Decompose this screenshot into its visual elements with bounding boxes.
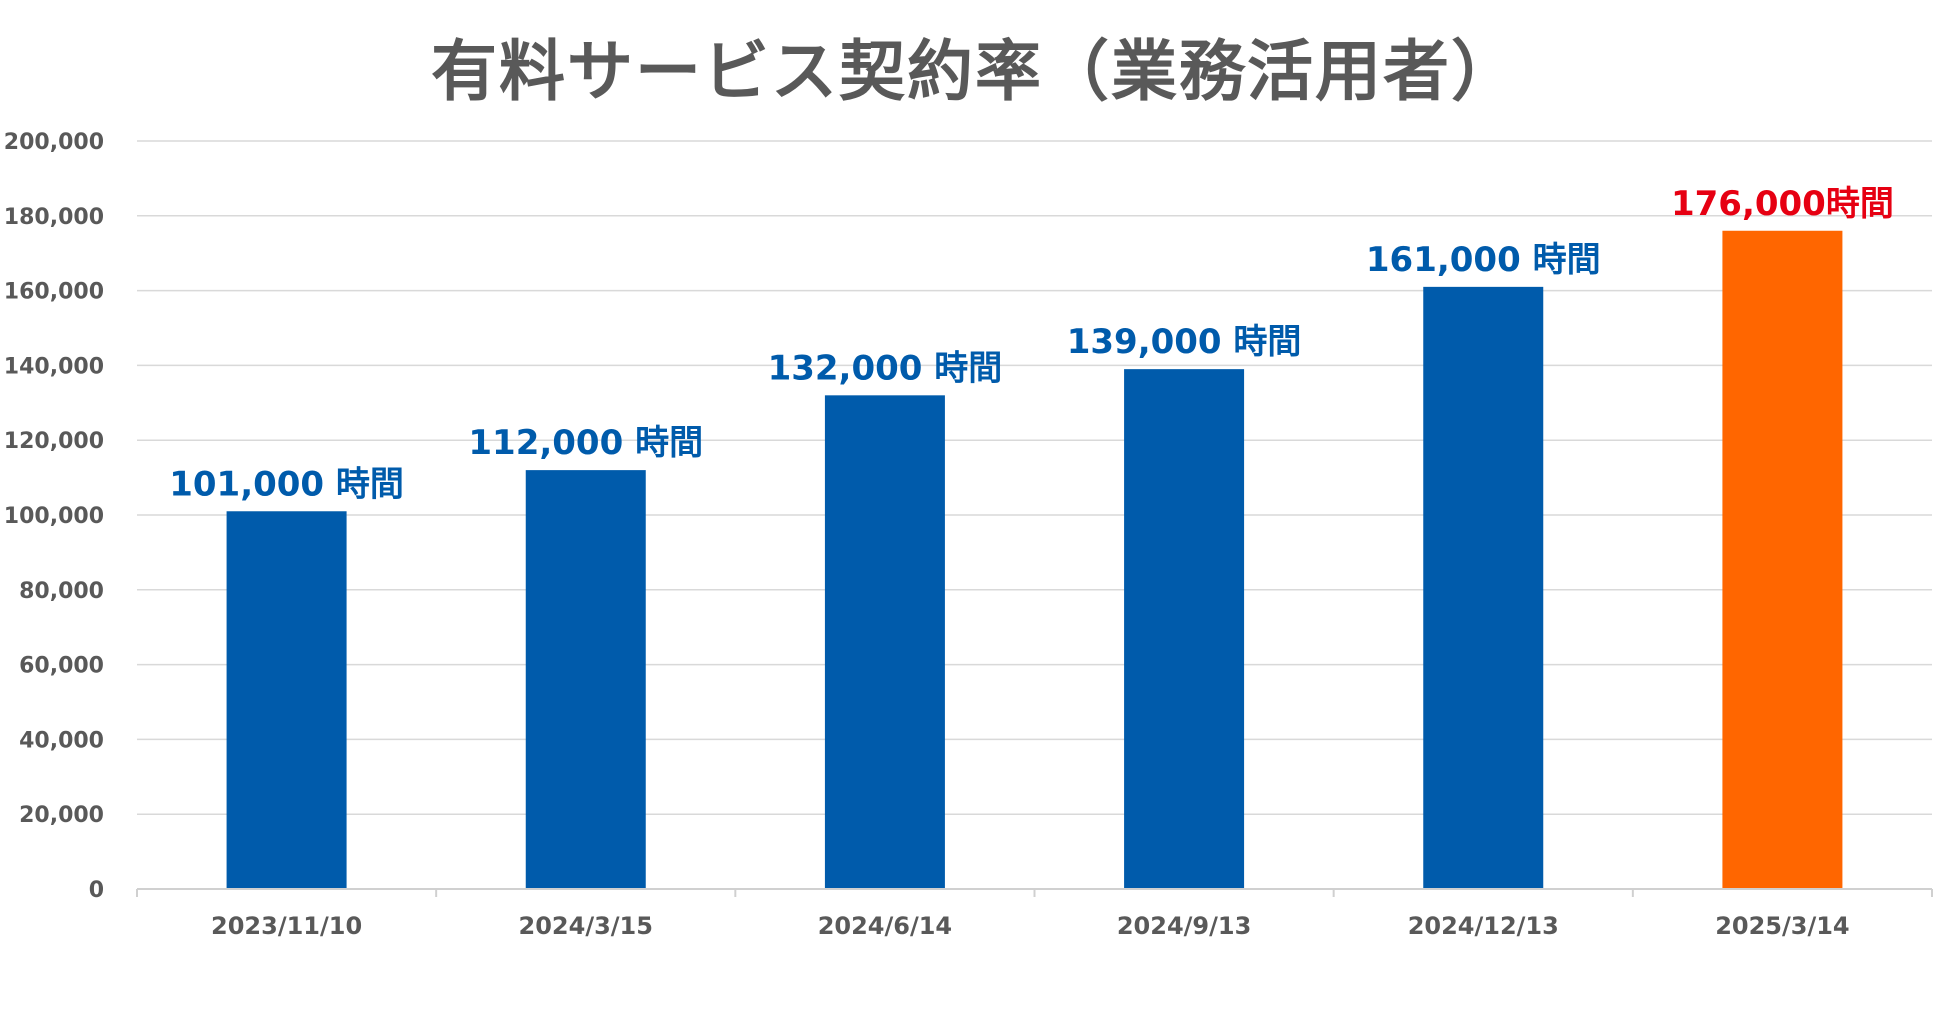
data-label: 161,000 時間: [1366, 240, 1601, 280]
data-label: 132,000 時間: [768, 348, 1003, 388]
y-axis-ticks: 0 20,000 40,000 60,000 80,000 100,000 120,000 1…: [4, 130, 104, 903]
y-tick-label: 40,000: [19, 728, 104, 753]
chart-title: 有料サービス契約率（業務活用者）: [431, 33, 1519, 110]
y-tick-label: 20,000: [19, 803, 104, 828]
data-label: 176,000時間: [1671, 184, 1894, 224]
y-tick-label: 100,000: [4, 504, 104, 529]
y-tick-label: 0: [89, 878, 104, 903]
data-label: 139,000 時間: [1067, 322, 1302, 362]
y-tick-label: 160,000: [4, 280, 104, 305]
x-tick-label: 2024/3/15: [519, 912, 653, 940]
bar: [1722, 230, 1843, 889]
x-axis-category-labels: 2023/11/10 2024/3/15 2024/6/14 2024/9/13 202…: [211, 912, 1850, 940]
x-tick-label: 2024/6/14: [818, 912, 952, 940]
bar: [824, 395, 945, 889]
data-label: 112,000 時間: [468, 423, 703, 463]
bars: [226, 230, 1843, 889]
y-tick-label: 80,000: [19, 579, 104, 604]
y-tick-label: 60,000: [19, 654, 104, 679]
y-tick-label: 180,000: [4, 205, 104, 230]
x-tick-label: 2024/9/13: [1117, 912, 1251, 940]
y-tick-label: 140,000: [4, 354, 104, 379]
x-axis: [136, 888, 1933, 897]
gridlines: [137, 140, 1932, 815]
bar: [525, 470, 646, 889]
bar: [1423, 286, 1544, 889]
x-tick-label: 2024/12/13: [1408, 912, 1559, 940]
data-labels: 101,000 時間 112,000 時間 132,000 時間 139,000 時間…: [169, 184, 1894, 505]
data-label: 101,000 時間: [169, 464, 404, 504]
x-tick-label: 2025/3/14: [1715, 912, 1849, 940]
y-tick-label: 200,000: [4, 130, 104, 155]
bar: [226, 511, 347, 889]
bar: [1124, 369, 1245, 889]
x-tick-label: 2023/11/10: [211, 912, 362, 940]
y-tick-label: 120,000: [4, 429, 104, 454]
